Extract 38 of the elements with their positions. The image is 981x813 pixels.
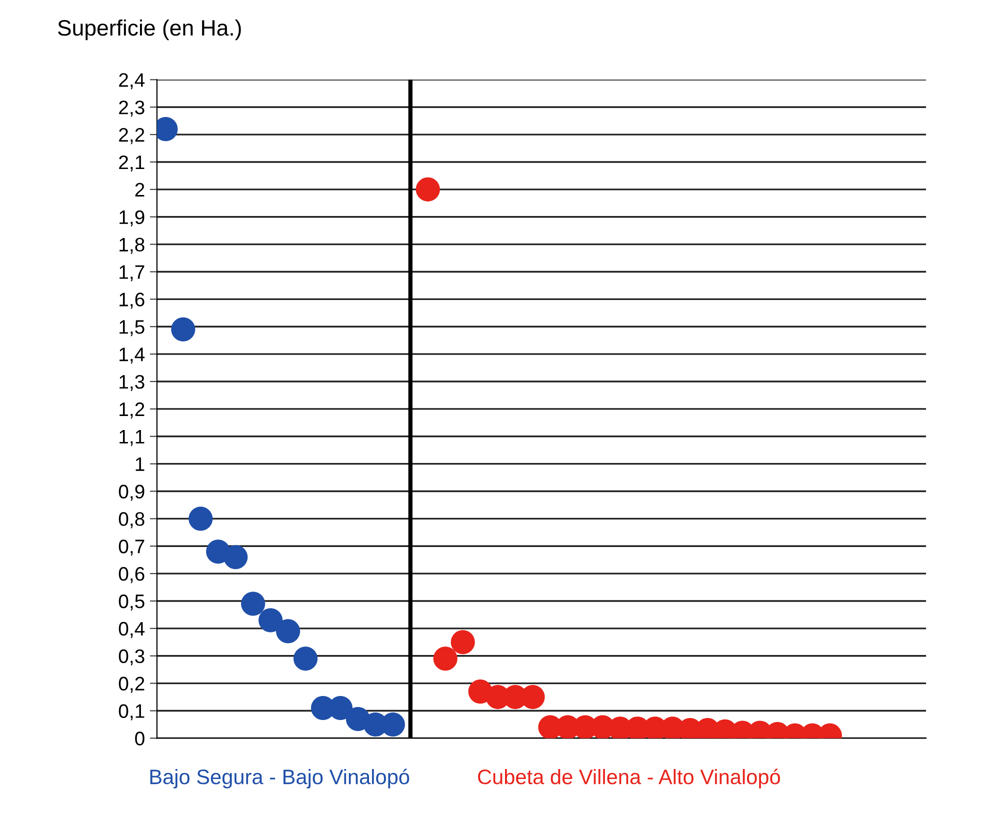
series-label: Cubeta de Villena - Alto Vinalopó: [478, 768, 780, 788]
y-tick-label: 1,9: [120, 210, 144, 226]
y-tick-label: 1,6: [120, 292, 144, 309]
point: [294, 646, 318, 671]
y-tick-label: 2,4: [119, 73, 145, 90]
point: [258, 608, 283, 632]
point: [241, 592, 266, 616]
point: [450, 630, 475, 654]
y-tick-label: 1,4: [120, 348, 145, 364]
point: [433, 646, 458, 671]
y-tick-label: 1,7: [120, 265, 144, 282]
point: [224, 545, 248, 570]
y-tick-label: 1,2: [120, 402, 144, 418]
y-axis-title: Superficie (en Ha.): [58, 19, 241, 40]
y-tick-label: 2,3: [119, 100, 144, 117]
point: [188, 506, 213, 531]
y-tick-label: 0,4: [118, 622, 145, 638]
y-tick-label: 1,5: [120, 320, 144, 336]
y-tick-label: 0,6: [118, 567, 144, 584]
y-tick-label: 1: [136, 457, 144, 471]
point: [416, 177, 440, 202]
series-label: Bajo Segura - Bajo Vinalopó: [150, 768, 410, 788]
y-tick-label: 0: [135, 732, 144, 746]
y-tick-label: 0,3: [118, 649, 144, 666]
point: [171, 317, 196, 342]
y-tick-label: 1,3: [120, 374, 144, 392]
y-tick-label: 0,9: [118, 484, 144, 501]
y-tick-label: 0,7: [118, 540, 144, 556]
y-tick-label: 2,2: [119, 128, 144, 144]
point: [276, 619, 300, 644]
y-tick-label: 0,2: [118, 676, 144, 693]
y-tick-label: 1,1: [120, 430, 144, 446]
y-tick-label: 1,8: [120, 238, 144, 254]
y-tick-label: 2: [135, 182, 144, 196]
y-tick-label: 0,5: [118, 594, 144, 611]
y-tick-label: 0,1: [118, 704, 144, 720]
y-tick-label: 2,1: [119, 155, 144, 172]
y-tick-label: 0,8: [118, 512, 144, 528]
